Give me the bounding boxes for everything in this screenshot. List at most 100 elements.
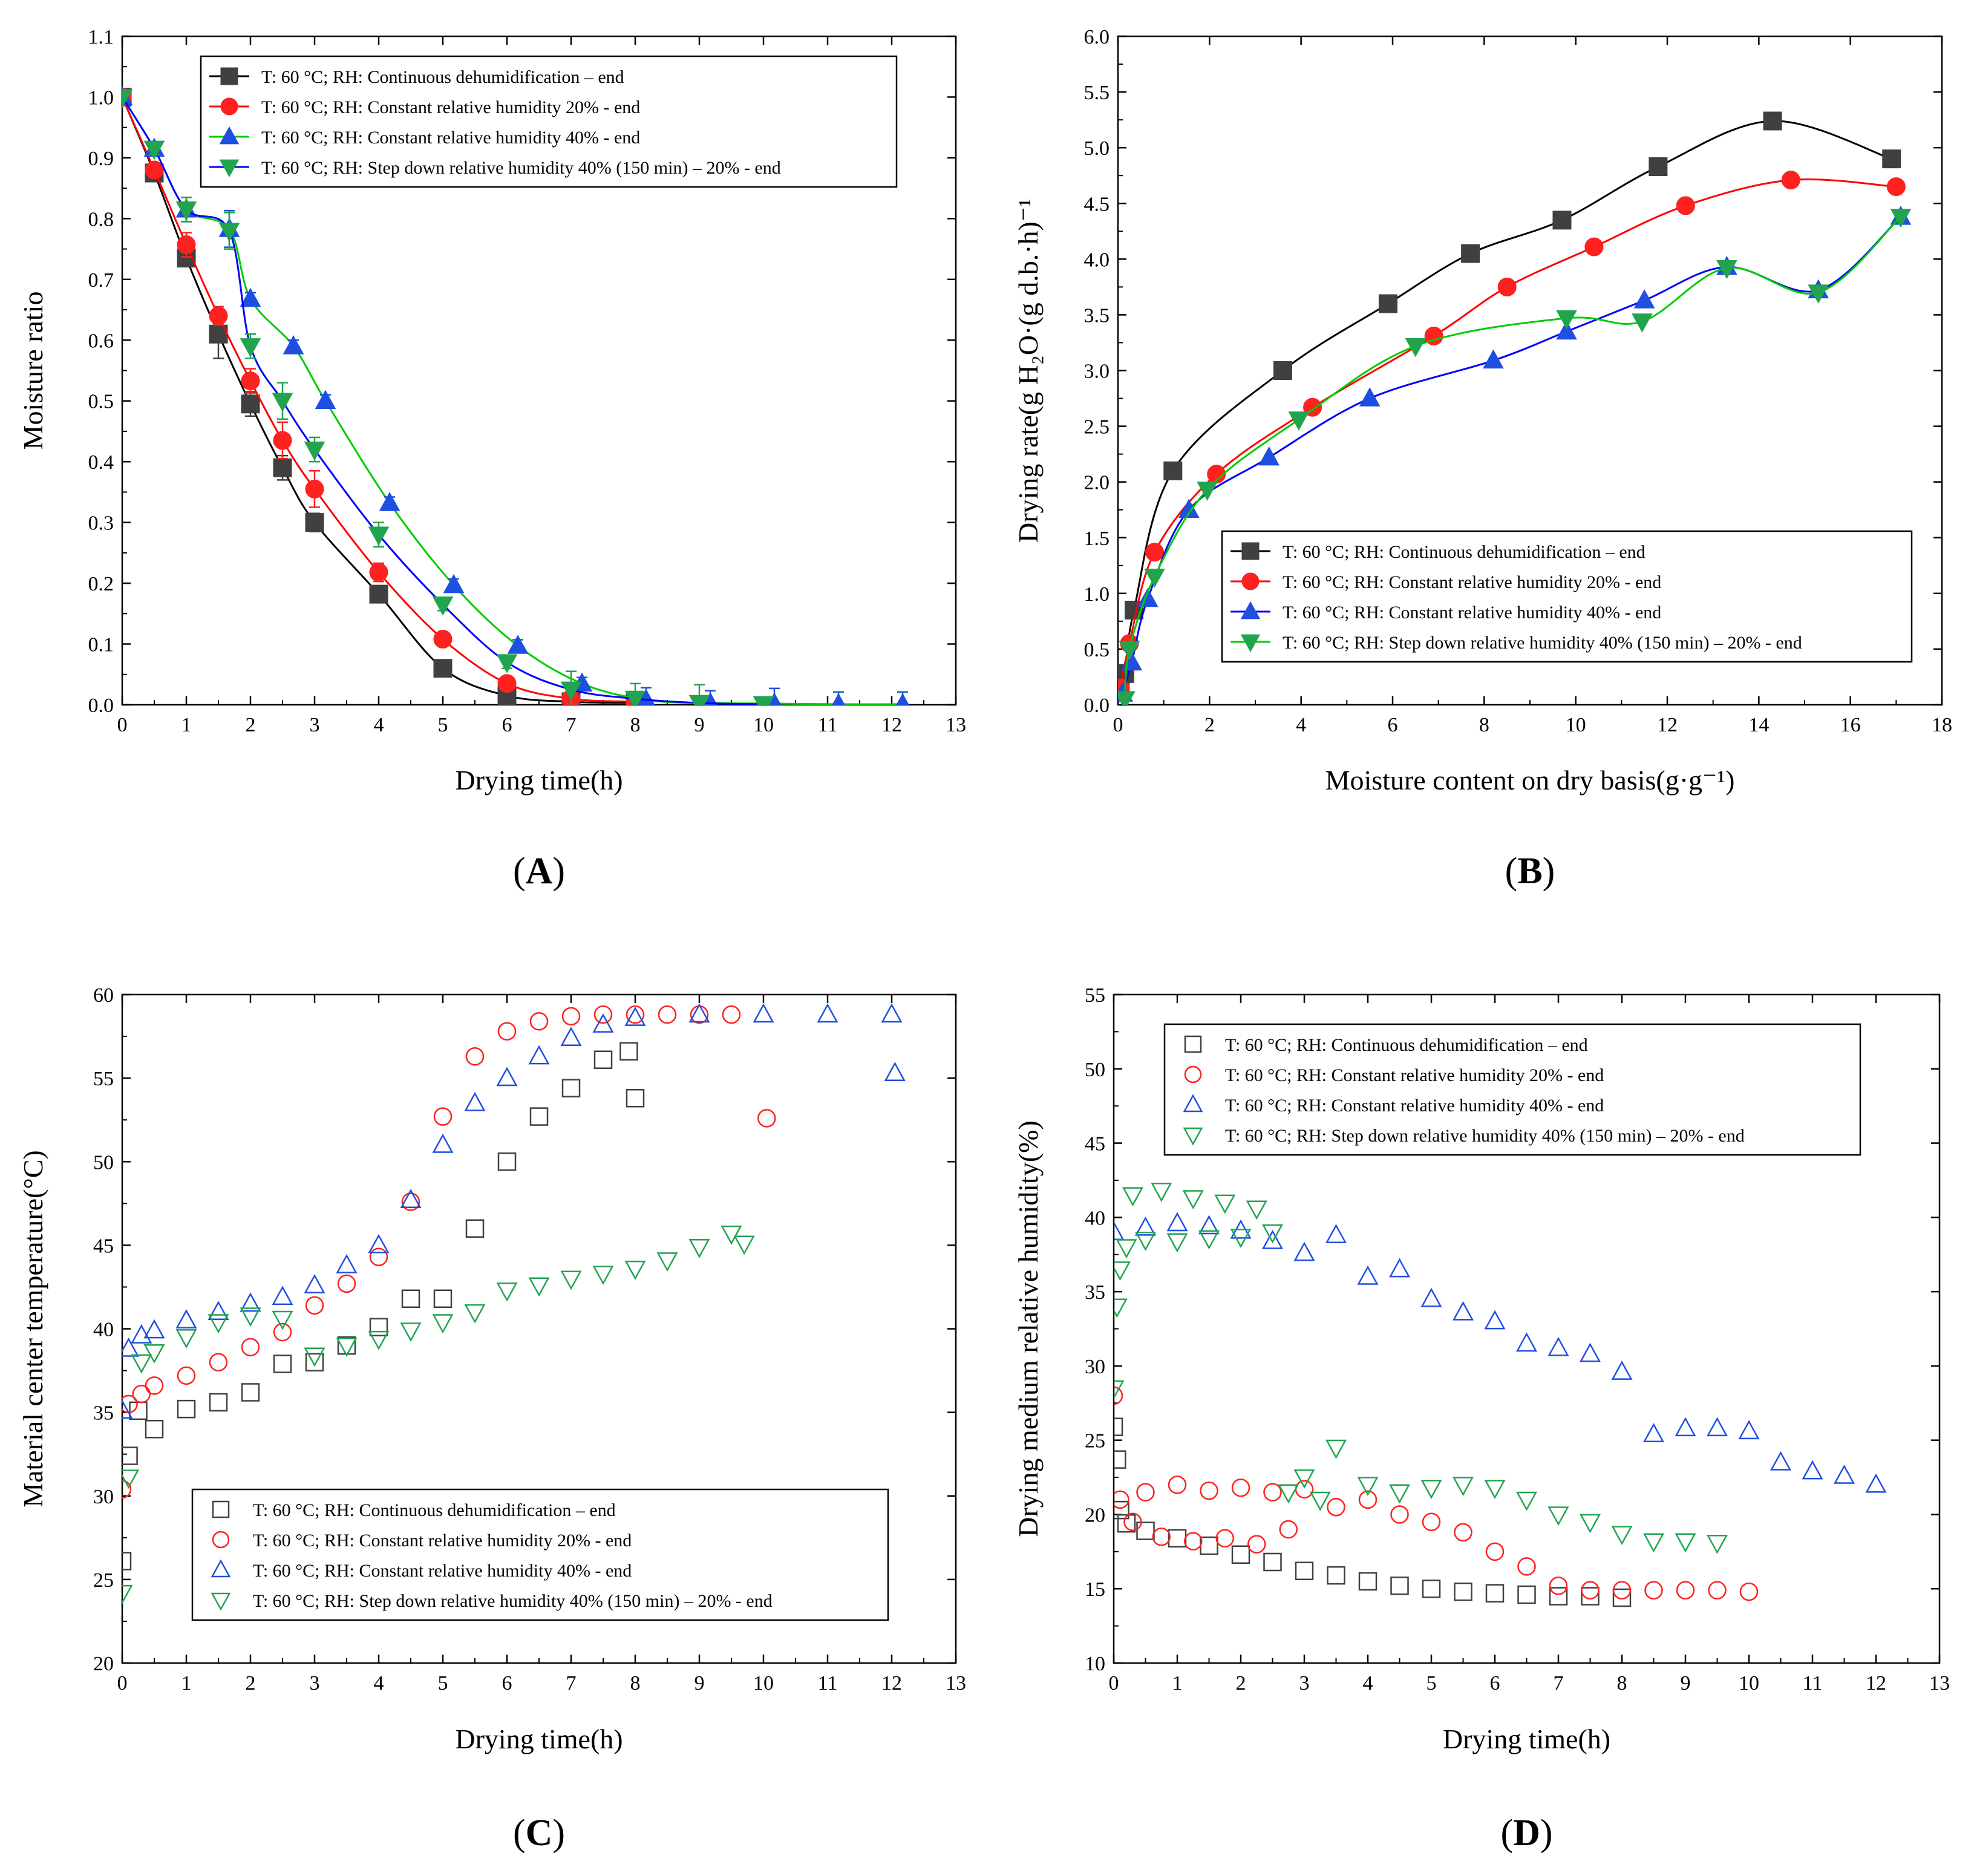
data-point [757,1109,776,1128]
data-point [1716,260,1737,279]
data-point [1325,1439,1347,1459]
y-tick-label: 1.0 [1084,583,1110,606]
data-point [832,693,845,705]
legend-label: T: 60 °C; RH: Constant relative humidity… [1225,1096,1604,1116]
legend-item: T: 60 °C; RH: Constant relative humidity… [209,97,640,117]
data-point [1739,1582,1759,1601]
data-point [1134,1216,1157,1236]
x-tick-label: 8 [1479,714,1489,736]
data-point [433,1107,453,1126]
panel-label: (B) [1505,851,1555,892]
data-point [884,1062,906,1081]
data-point [209,1353,228,1371]
data-point [593,1005,613,1024]
data-point [1166,1212,1188,1232]
data-point [177,235,196,255]
legend-box [1221,530,1913,663]
y-tick-label: 0.1 [88,634,114,656]
data-point [122,1552,132,1570]
data-point [305,1296,324,1315]
series-circle [122,1005,776,1499]
data-point [272,1310,293,1330]
y-tick-label: 0.6 [88,330,114,352]
data-point [1114,1386,1123,1405]
data-point [443,574,465,593]
series-line [122,96,764,705]
data-point [561,1007,581,1026]
panel-d-relative-humidity-chart: 0 1 2 3 4 5 6 7 8 9 10 11 12 1310152025303540455055Dr… [1013,984,1950,1854]
legend-label: T: 60 °C; RH: Constant relative humidity… [1283,603,1661,623]
data-point [1388,1484,1411,1504]
data-point [337,1274,356,1293]
legend-marker-swatch [220,67,238,85]
legend-label: T: 60 °C; RH: Constant relative humidity… [253,1531,632,1551]
data-point [145,1420,164,1439]
y-tick-label: 3.0 [1084,361,1110,383]
y-tick-label: 5.0 [1084,137,1110,160]
y-tick-label: 0.8 [88,208,114,230]
data-point [722,1005,741,1024]
x-tick-label: 16 [1840,714,1861,736]
data-point [1390,1577,1409,1595]
y-tick-label: 35 [93,1402,114,1425]
y-axis-label: Material center temperature(°C) [18,1150,48,1508]
legend-marker-swatch [1183,1127,1203,1146]
data-point [1642,1533,1665,1553]
data-point [688,1003,710,1023]
data-point [1422,1512,1441,1531]
x-tick-label: 12 [1657,714,1678,736]
x-tick-label: 10 [1566,714,1586,736]
x-axis-label: Drying time(h) [455,1724,623,1754]
data-point [1484,1480,1506,1499]
data-point [1708,1581,1727,1600]
y-tick-label: 55 [93,1068,114,1090]
y-tick-label: 6.0 [1084,26,1110,48]
y-tick-label: 3.5 [1084,304,1110,327]
data-point [1390,1505,1409,1524]
legend-item: T: 60 °C; RH: Constant relative humidity… [1183,1094,1604,1116]
x-tick-label: 3 [310,714,320,736]
x-tick-label: 11 [1803,1672,1823,1695]
data-point [143,1319,165,1339]
data-point [336,1337,358,1357]
data-point [1118,691,1136,705]
data-point [1611,1361,1633,1380]
data-point [497,674,517,693]
data-point [1358,1572,1378,1591]
data-point [1484,1310,1506,1330]
y-tick-label: 0.0 [88,695,114,717]
data-point [368,526,390,546]
data-point [1114,1490,1129,1509]
data-point [369,1318,388,1336]
y-tick-label: 2.0 [1084,472,1110,494]
data-point [626,1005,645,1024]
data-point [1483,349,1504,369]
data-point [1358,1490,1378,1509]
data-point [1184,1532,1203,1551]
legend-marker-swatch [1241,542,1260,560]
y-tick-label: 1.1 [88,26,114,48]
data-point [496,1282,518,1302]
x-tick-label: 13 [946,714,966,736]
legend: T: 60 °C; RH: Continuous dehumidificatio… [200,55,898,188]
y-tick-label: 5.5 [1084,82,1110,104]
legend-item: T: 60 °C; RH: Constant relative humidity… [1230,572,1661,592]
x-tick-label: 10 [753,714,774,736]
data-point [1325,1224,1347,1243]
legend-item: T: 60 °C; RH: Constant relative humidity… [1184,1065,1604,1085]
data-point [529,1107,549,1126]
data-point [432,1314,454,1334]
y-tick-label: 2.5 [1084,416,1110,439]
y-tick-label: 0.5 [1084,639,1110,661]
series-triangle-down [122,1225,755,1604]
data-point [464,1304,486,1324]
data-point [1122,1187,1144,1207]
y-tick-label: 35 [1085,1281,1105,1304]
legend-label: T: 60 °C; RH: Continuous dehumidificatio… [253,1500,616,1520]
data-point [122,1446,138,1465]
data-point [688,695,710,705]
data-point [1151,1182,1172,1202]
data-point [240,1307,261,1327]
data-point [507,635,529,654]
